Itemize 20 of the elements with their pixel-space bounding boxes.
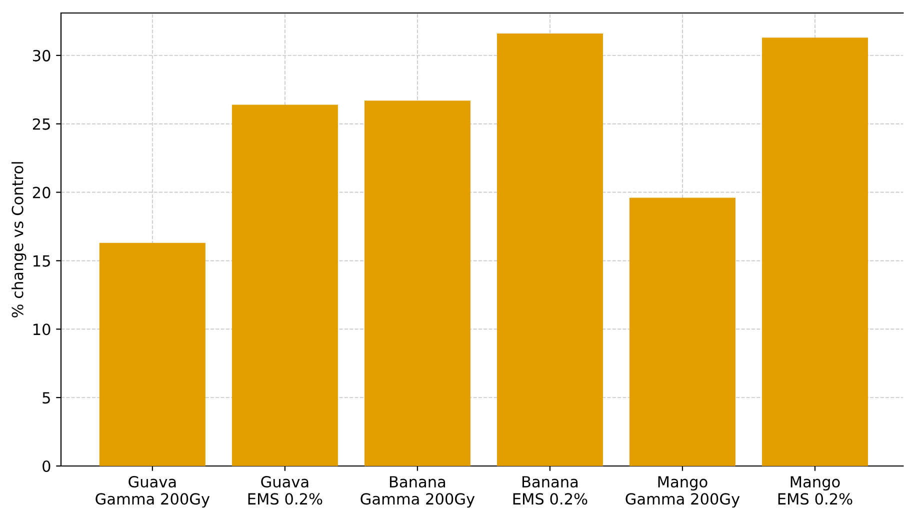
y-tick-label: 20: [32, 186, 50, 198]
y-tick-label: 15: [34, 255, 50, 267]
y-tick-label: 0: [42, 460, 50, 472]
x-tick-label: Mango EMS 0.2%: [778, 476, 852, 505]
x-tick-label: Banana EMS 0.2%: [513, 476, 588, 505]
y-tick-label: 10: [34, 324, 50, 336]
x-tick-label: Guava Gamma 200Gy: [96, 476, 210, 508]
y-axis-title: % change vs Control: [11, 162, 26, 318]
bar: [762, 38, 868, 466]
bar: [99, 242, 206, 466]
bar: [496, 34, 603, 466]
x-tick-label: Mango Gamma 200Gy: [626, 476, 740, 508]
y-tick-label: 5: [42, 392, 50, 404]
y-tick-label: 25: [32, 118, 50, 130]
y-tick-label: 30: [33, 50, 50, 62]
bar: [629, 198, 736, 466]
bar: [232, 104, 338, 466]
bar: [364, 100, 470, 466]
x-tick-label: Guava EMS 0.2%: [248, 476, 322, 505]
x-tick-label: Banana Gamma 200Gy: [360, 476, 475, 508]
